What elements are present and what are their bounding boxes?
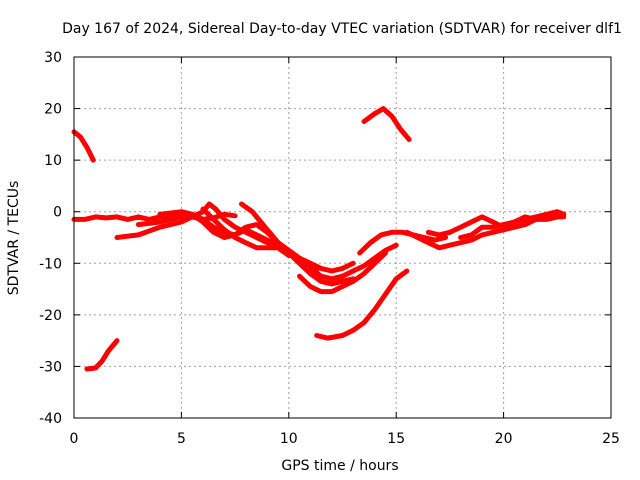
x-axis: 0 5 10 15 20 25 bbox=[70, 57, 620, 447]
y-tick-label: 30 bbox=[44, 50, 62, 66]
series-arc-9 bbox=[297, 250, 388, 295]
y-axis-label: SDTVAR / TECUs bbox=[6, 181, 22, 296]
y-tick-label: -20 bbox=[39, 308, 62, 324]
x-tick-label: 10 bbox=[280, 431, 298, 447]
plot-frame bbox=[73, 56, 612, 419]
series-arc-3 bbox=[71, 211, 238, 222]
series-arc-15 bbox=[458, 211, 567, 240]
series-arc-11 bbox=[361, 106, 412, 142]
y-tick-label: -40 bbox=[39, 411, 62, 427]
series-arc-7 bbox=[200, 206, 292, 258]
grid bbox=[74, 57, 611, 418]
series-arc-8 bbox=[239, 201, 320, 274]
y-tick-label: 10 bbox=[44, 153, 62, 169]
series-arc-6 bbox=[157, 209, 356, 274]
series-arc-12 bbox=[357, 229, 449, 256]
series-arc-1 bbox=[71, 129, 96, 163]
y-tick-label: 20 bbox=[44, 102, 62, 118]
x-tick-label: 20 bbox=[495, 431, 513, 447]
chart-title: Day 167 of 2024, Sidereal Day-to-day VTE… bbox=[62, 21, 622, 37]
y-tick-label: 0 bbox=[53, 205, 62, 221]
series-arc-10 bbox=[314, 268, 410, 341]
y-tick-label: -30 bbox=[39, 359, 62, 375]
x-tick-label: 0 bbox=[70, 431, 79, 447]
x-tick-label: 5 bbox=[177, 431, 186, 447]
series-arc-2 bbox=[84, 338, 120, 372]
y-axis: -40 -30 -20 -10 0 10 20 30 bbox=[39, 50, 611, 427]
x-tick-label: 15 bbox=[387, 431, 405, 447]
series-group bbox=[71, 106, 567, 372]
x-axis-label: GPS time / hours bbox=[281, 458, 398, 474]
y-tick-label: -10 bbox=[39, 256, 62, 272]
x-tick-label: 25 bbox=[602, 431, 620, 447]
